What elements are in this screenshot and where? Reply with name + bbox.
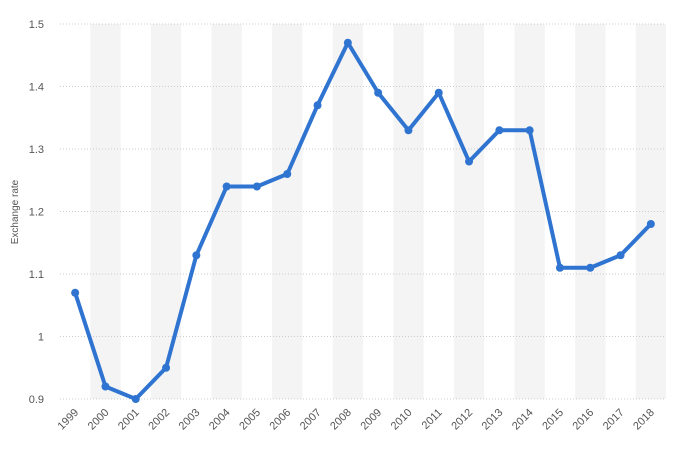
y-tick-label: 1.5 <box>29 19 44 31</box>
x-tick-label: 2007 <box>298 407 324 433</box>
x-tick-label: 2000 <box>86 407 112 433</box>
point <box>192 251 201 260</box>
x-tick-label: 2004 <box>207 407 233 433</box>
line <box>73 40 653 401</box>
x-tick-label: 2002 <box>146 407 172 433</box>
point <box>71 288 80 297</box>
point <box>525 126 534 135</box>
y-tick-label: 1.1 <box>29 269 44 281</box>
point <box>343 38 352 47</box>
x-tick-label: 2017 <box>601 407 627 433</box>
band <box>635 24 666 399</box>
band <box>150 24 182 399</box>
y-tick-label: 1.4 <box>29 82 44 94</box>
point <box>555 263 564 272</box>
y-axis-label: Exchange rate <box>10 179 21 244</box>
point <box>222 182 231 191</box>
x-tick-label: 2013 <box>480 407 506 433</box>
x-tick-label: 2008 <box>328 407 354 433</box>
point <box>313 101 322 110</box>
x-tick-label: 2001 <box>116 407 142 433</box>
point <box>131 395 140 403</box>
point <box>434 88 443 97</box>
x-tick-label: 2012 <box>449 407 475 433</box>
point <box>404 126 413 135</box>
x-tick-label: 2014 <box>510 407 536 433</box>
y-tick-label: 1 <box>38 332 44 344</box>
x-tick-label: 2005 <box>237 407 263 433</box>
point <box>374 88 383 97</box>
point <box>646 220 655 228</box>
point <box>586 263 595 272</box>
x-tick-label: 2015 <box>540 407 566 433</box>
point <box>162 363 171 372</box>
y-tick-label: 1.3 <box>29 144 44 156</box>
x-tick-label: 1999 <box>55 407 81 433</box>
point <box>283 170 292 178</box>
x-tick-label: 2006 <box>268 407 294 433</box>
x-tick-label: 2018 <box>631 407 657 433</box>
x-tick-label: 2016 <box>571 407 597 433</box>
x-tick-label: 2010 <box>389 407 415 433</box>
point <box>252 182 261 191</box>
x-tick-label: 2009 <box>358 407 384 433</box>
point <box>465 157 474 166</box>
x-tick-label: 2003 <box>177 407 203 433</box>
point <box>495 126 504 135</box>
point <box>101 382 110 391</box>
y-tick-label: 0.9 <box>29 394 44 406</box>
band <box>453 24 485 399</box>
band <box>332 24 363 399</box>
y-tick-label: 1.2 <box>29 207 44 219</box>
x-tick-label: 2011 <box>420 407 445 432</box>
point <box>616 251 625 260</box>
